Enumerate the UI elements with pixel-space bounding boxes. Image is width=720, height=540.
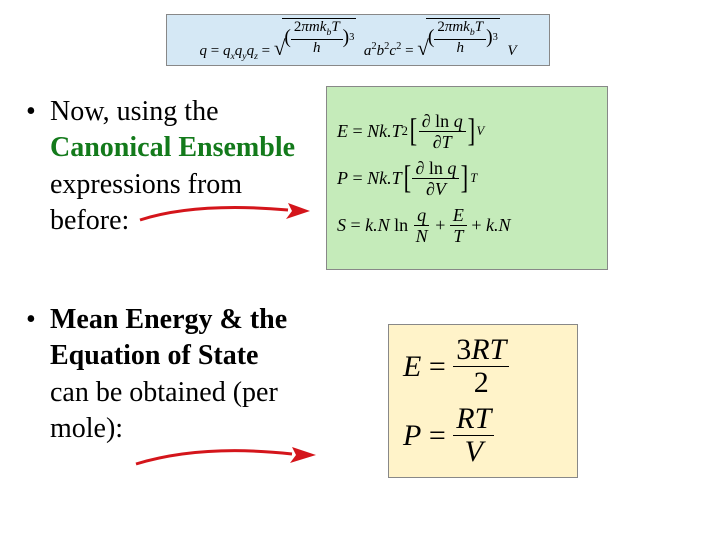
bullet2-emph: Mean Energy & the Equation of State xyxy=(50,304,287,371)
bullet1-line4: before: xyxy=(50,205,129,236)
bullet-mean-energy: • Mean Energy & the Equation of State ca… xyxy=(26,302,366,448)
bullet1-line1: Now, using the xyxy=(50,96,219,127)
eq-pressure: P = Nk.T [ ∂ ln q∂V ]T xyxy=(337,159,477,198)
bullet1-emph: Canonical Ensemble xyxy=(50,132,295,163)
bullet2-line3: mole): xyxy=(50,413,123,444)
arrow-to-green-box xyxy=(136,196,316,232)
arrow-to-yellow-box xyxy=(132,440,322,476)
eq-E-result: E = 3RT2 xyxy=(403,335,509,398)
partition-function-equation: q = qxqyqz = √ ( 2πmkbTh )3 a2b2c2 = √ (… xyxy=(166,14,550,66)
bullet-dot: • xyxy=(26,94,36,130)
eq-P-result: P = RTV xyxy=(403,404,494,467)
bullet2-line2: can be obtained (per xyxy=(50,377,278,408)
eq-energy: E = Nk.T2 [ ∂ ln q∂T ]V xyxy=(337,112,484,151)
eq-entropy: S = k.N ln qN + ET + k.N xyxy=(337,206,511,245)
eq-q-text: q = qxqyqz = √ ( 2πmkbTh )3 a2b2c2 = √ (… xyxy=(200,18,517,62)
per-mole-results: E = 3RT2 P = RTV xyxy=(388,324,578,478)
canonical-ensemble-equations: E = Nk.T2 [ ∂ ln q∂T ]V P = Nk.T [ ∂ ln … xyxy=(326,86,608,270)
bullet-dot-2: • xyxy=(26,302,36,338)
